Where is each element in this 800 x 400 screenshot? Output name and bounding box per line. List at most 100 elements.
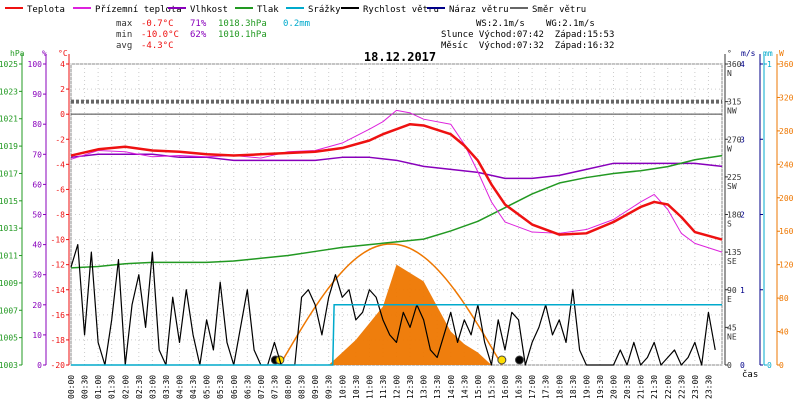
legend-item-gust: Náraz větru xyxy=(427,5,509,15)
legend: Teplota Přízemní teplota Vlhkost Tlak Srážky… xyxy=(5,5,586,15)
axis-tick-label: -20 xyxy=(51,361,66,370)
axis-tick-label: 360 xyxy=(727,60,742,69)
axis-unit-rain: mm xyxy=(763,49,773,58)
axis-tick-label: 1017 xyxy=(0,169,18,178)
axis-tick-label: 1 xyxy=(740,286,745,295)
x-tick-label: 15:30 xyxy=(487,375,496,399)
axis-unit-temperature: °C xyxy=(58,49,68,58)
axis-tick-label: 1007 xyxy=(0,306,18,315)
axis-tick-label: 3 xyxy=(740,135,745,144)
legend-label: Vlhkost xyxy=(190,5,228,15)
legend-label: Srážky xyxy=(308,5,341,15)
x-tick-label: 17:30 xyxy=(542,375,551,399)
x-tick-label: 12:30 xyxy=(406,375,415,399)
x-tick-label: 17:00 xyxy=(528,375,537,399)
x-tick-label: 03:00 xyxy=(148,375,157,399)
x-tick-label: 05:30 xyxy=(216,375,225,399)
axis-tick-label: 10 xyxy=(32,331,42,340)
x-tick-label: 07:30 xyxy=(270,375,279,399)
axis-tick-label: 270 xyxy=(727,135,742,144)
x-tick-label: 06:00 xyxy=(230,375,239,399)
legend-item-pressure: Tlak xyxy=(235,5,279,15)
axis-tick-label: 80 xyxy=(779,294,789,303)
axis-tick-label: -18 xyxy=(51,336,66,345)
x-axis-label: čas xyxy=(742,369,758,380)
axis-tick-label: 1013 xyxy=(0,224,18,233)
info-sun: Slunce Východ:07:42 Západ:15:53 xyxy=(441,30,614,40)
axis-tick-label: 20 xyxy=(32,301,42,310)
x-tick-label: 00:30 xyxy=(81,375,90,399)
x-tick-label: 14:00 xyxy=(447,375,456,399)
legend-label: Přízemní teplota xyxy=(95,5,182,15)
stat-max-temp: -0.7°C xyxy=(141,19,174,29)
info-moon: Měsíc Východ:07:32 Západ:16:32 xyxy=(441,41,614,51)
axis-tick-label: 1005 xyxy=(0,334,18,343)
stat-min-label: min xyxy=(116,30,132,40)
axis-tick-label: 135 xyxy=(727,248,742,257)
solar-area xyxy=(328,264,492,365)
axis-compass-label: N xyxy=(727,69,732,78)
axis-tick-label: 4 xyxy=(60,60,65,69)
x-tick-label: 23:00 xyxy=(691,375,700,399)
axis-tick-label: 0 xyxy=(727,361,732,370)
info-ws: WS:2.1m/s xyxy=(476,19,525,29)
x-tick-label: 14:30 xyxy=(460,375,469,399)
stat-avg-temp: -4.3°C xyxy=(141,41,174,51)
legend-item-wind: Rychlost větru xyxy=(341,5,439,15)
axis-tick-label: 225 xyxy=(727,173,742,182)
stat-max-rain: 0.2mm xyxy=(283,19,310,29)
x-tick-label: 21:30 xyxy=(650,375,659,399)
x-tick-label: 18:00 xyxy=(555,375,564,399)
axis-tick-label: -8 xyxy=(55,211,65,220)
x-tick-label: 12:00 xyxy=(393,375,402,399)
axis-tick-label: 1009 xyxy=(0,279,18,288)
legend-label: Směr větru xyxy=(532,5,586,15)
axis-tick-label: 1023 xyxy=(0,87,18,96)
legend-label: Náraz větru xyxy=(449,5,509,15)
x-tick-label: 21:00 xyxy=(637,375,646,399)
axis-tick-label: -2 xyxy=(55,135,65,144)
axis-tick-label: 40 xyxy=(32,241,42,250)
x-tick-label: 20:00 xyxy=(610,375,619,399)
x-tick-label: 09:00 xyxy=(311,375,320,399)
plot-area xyxy=(70,99,723,366)
axis-tick-label: 160 xyxy=(779,227,794,236)
axis-tick-label: 45 xyxy=(727,323,737,332)
legend-item-temp: Teplota xyxy=(5,5,65,15)
axis-tick-label: 280 xyxy=(779,127,794,136)
axis-tick-label: 320 xyxy=(779,93,794,102)
x-tick-label: 11:30 xyxy=(379,375,388,399)
x-tick-label: 03:30 xyxy=(162,375,171,399)
x-tick-label: 08:30 xyxy=(298,375,307,399)
info-panel: max -0.7°C 71% 1018.3hPa 0.2mm min -10.0… xyxy=(116,19,614,51)
x-tick-label: 19:00 xyxy=(582,375,591,399)
legend-item-humidity: Vlhkost xyxy=(168,5,228,15)
axis-compass-label: S xyxy=(727,220,732,229)
axis-tick-label: 1021 xyxy=(0,115,18,124)
info-wg: WG:2.1m/s xyxy=(546,19,595,29)
axis-tick-label: 90 xyxy=(727,286,737,295)
legend-item-feels: Přízemní teplota xyxy=(73,5,182,15)
axis-compass-label: SW xyxy=(727,182,737,191)
axis-compass-label: W xyxy=(727,144,732,153)
axis-tick-label: 0 xyxy=(37,361,42,370)
axis-tick-label: 1019 xyxy=(0,142,18,151)
x-tick-label: 08:00 xyxy=(284,375,293,399)
axis-tick-label: 70 xyxy=(32,150,42,159)
moonset-marker xyxy=(514,355,524,365)
axis-tick-label: 240 xyxy=(779,160,794,169)
x-tick-label: 20:30 xyxy=(623,375,632,399)
x-tick-label: 23:30 xyxy=(704,375,713,399)
axis-tick-label: 1003 xyxy=(0,361,18,370)
x-tick-label: 04:30 xyxy=(189,375,198,399)
sunset-marker xyxy=(497,355,507,365)
series-temp xyxy=(70,122,723,241)
x-tick-label: 13:00 xyxy=(420,375,429,399)
axis-tick-label: -10 xyxy=(51,236,66,245)
x-tick-label: 10:00 xyxy=(338,375,347,399)
axis-tick-label: 90 xyxy=(32,90,42,99)
axis-compass-label: NE xyxy=(727,332,737,341)
stat-min-temp: -10.0°C xyxy=(141,30,179,40)
x-tick-label: 01:30 xyxy=(108,375,117,399)
